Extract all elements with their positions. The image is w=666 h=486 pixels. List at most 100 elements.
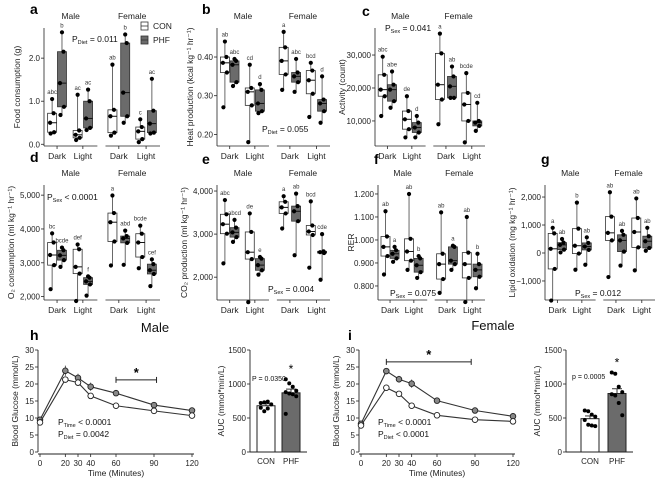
data-point [224,54,229,60]
data-point [392,244,397,249]
data-point [406,191,412,197]
data-point [406,127,411,132]
p-value-prefix: P [58,417,64,427]
data-point [75,92,80,97]
x-tick-label: 40 [407,459,416,468]
p-value-prefix: P [378,417,384,427]
data-point [620,390,625,395]
significance-letters: cef [148,250,156,256]
significance-letters: a [451,237,455,243]
significance-letters: abcd [228,211,241,217]
y-tick-label: 1.100 [354,213,375,222]
data-point [548,246,553,251]
significance-letters: ab [449,58,456,64]
p-value-text: PTime < 0.0001 [58,417,112,429]
box-iqr [434,52,445,100]
data-point [317,250,323,255]
data-point [635,215,640,221]
data-point [59,30,65,35]
data-point [307,265,312,270]
data-point [584,235,589,240]
box-iqr [220,56,230,73]
data-point [306,229,311,234]
significance-letters: abe [387,63,398,69]
data-point [609,238,615,243]
box-con: ab [461,208,472,305]
data-point [150,407,158,415]
p-value-prefix: P [72,34,78,44]
x-tick-label-dark: Dark [381,305,400,315]
p-value-text: PSex = 0.041 [385,23,431,35]
significance-letters: abc [378,48,388,54]
x-tick-label-dark: Dark [548,305,567,315]
data-point [646,234,651,239]
y-tick-label: 30,000 [347,51,372,60]
x-tick-label-light: Light [74,151,93,161]
data-point [262,409,267,414]
p-value-text: PDiet < 0.0001 [378,429,429,441]
data-point [448,95,453,100]
significance-letters: abc [47,90,57,96]
panel-f: f 0.800 0.900 1.000 1.100 1.200 RER Male Female D… [346,151,485,315]
box-phf: e [255,248,265,277]
data-point [52,130,57,135]
data-point [414,113,419,119]
y-tick-label: 0.30 [197,92,213,101]
box-phf: abcd [228,211,241,244]
data-point [450,243,455,248]
data-point [233,225,239,230]
y-tick-label: 15 [346,397,355,406]
y-tick-label: 4,000 [20,225,41,234]
data-point [283,72,288,77]
p-value-subscript: Sex [396,294,406,300]
data-point [280,226,285,231]
data-point [125,240,130,245]
data-point [257,254,263,260]
data-point [112,130,117,135]
box-phf: ac [146,70,157,136]
data-point [383,367,390,375]
significance-letters: ab [559,230,566,236]
y-tick-label: 0.40 [197,53,213,62]
data-point [559,236,565,242]
data-point [77,128,82,133]
data-point [222,197,228,203]
box-con: def [72,236,83,304]
data-point [464,71,469,76]
data-point [292,74,297,79]
p-value-prefix: P [390,288,396,298]
significance-letters: d [258,75,261,81]
significance-letters: ac [85,81,91,87]
data-point [383,384,390,391]
group-label-female: Female [118,11,147,21]
x-tick-label-light: Light [463,151,482,161]
data-point [616,384,621,389]
box-iqr [291,205,302,222]
data-point [50,96,55,102]
x-tick-label-dark: Dark [110,305,129,315]
data-point [62,367,69,374]
y-tick-label: 2,000 [521,193,542,202]
box-con: ab [380,202,391,277]
data-point [593,414,598,419]
data-point [589,423,594,428]
box-con: c [135,110,146,145]
x-tick-label-light: Light [246,305,265,315]
box-phf: ab [291,185,302,258]
x-tick-label: PHF [283,457,299,466]
data-point [48,131,53,136]
y-tick-label: 0.0 [29,140,41,149]
p-value-subscript: Sex [581,294,591,300]
data-point [593,424,598,429]
data-point [418,270,423,275]
y-tick-label: 1.000 [354,236,375,245]
box-iqr [107,212,118,242]
x-tick-label-dark: Dark [110,151,129,161]
significance-star: * [289,362,294,376]
x-tick-label: PHF [609,457,625,466]
data-point [220,60,226,65]
data-point [447,84,453,89]
significance-letters: bcde [55,239,69,245]
